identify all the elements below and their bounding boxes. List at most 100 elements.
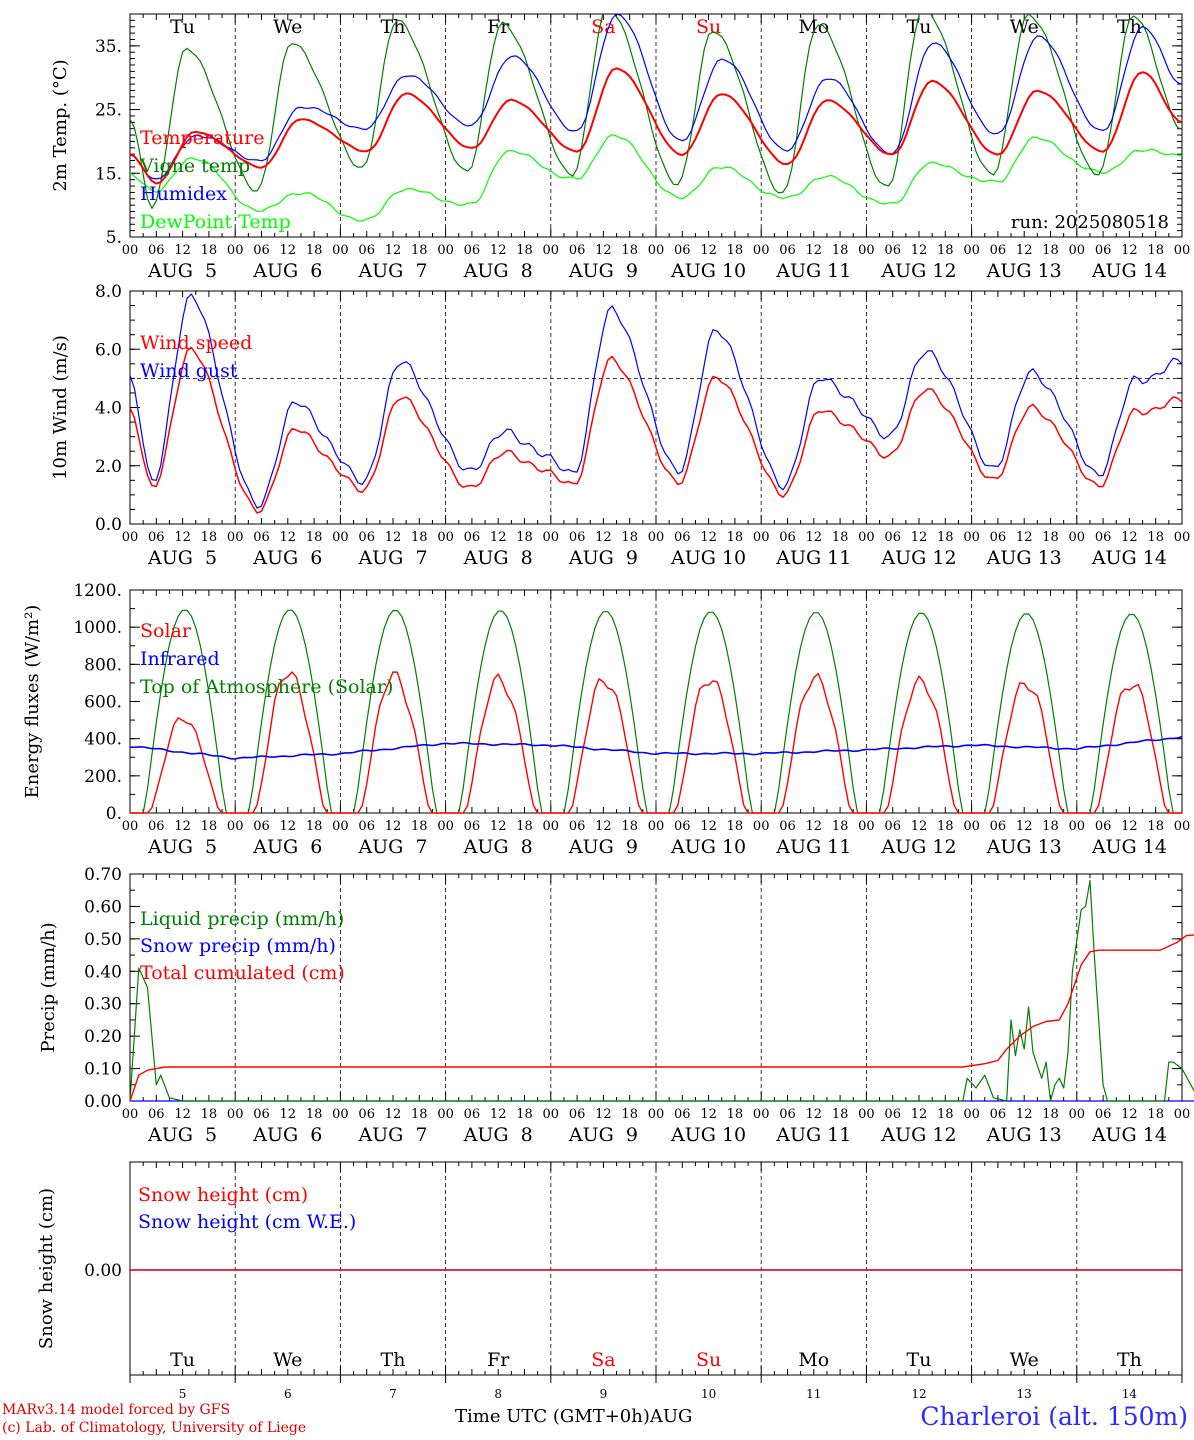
hour-tick-label: 12 bbox=[385, 819, 402, 834]
hour-tick-label: 00 bbox=[648, 530, 665, 545]
day-label: AUG 7 bbox=[357, 1124, 427, 1146]
hour-tick-label: 00 bbox=[122, 819, 139, 834]
hour-tick-label: 18 bbox=[1147, 530, 1164, 545]
legend-solar: Solar bbox=[140, 620, 192, 642]
hour-tick-label: 00 bbox=[963, 819, 980, 834]
hour-tick-label: 06 bbox=[358, 530, 375, 545]
hour-tick-label: 18 bbox=[832, 1107, 849, 1122]
hour-tick-label: 00 bbox=[437, 530, 454, 545]
hour-tick-label: 06 bbox=[148, 1107, 165, 1122]
y-tick-label: 0.70 bbox=[84, 865, 122, 885]
legend-temperature: Temperature bbox=[140, 127, 264, 149]
hour-tick-label: 00 bbox=[227, 1107, 244, 1122]
weekday-label: Tu bbox=[907, 16, 932, 38]
day-label: AUG 5 bbox=[147, 836, 217, 858]
hour-tick-label: 18 bbox=[516, 1107, 533, 1122]
day-label: AUG 8 bbox=[463, 1124, 533, 1146]
hour-tick-label: 00 bbox=[1174, 819, 1191, 834]
hour-tick-label: 12 bbox=[1016, 530, 1033, 545]
hour-tick-label: 12 bbox=[490, 530, 507, 545]
hour-tick-label: 12 bbox=[280, 1107, 297, 1122]
y-tick-label: 5. bbox=[106, 228, 122, 248]
day-number-label: 6 bbox=[284, 1387, 292, 1401]
hour-tick-label: 06 bbox=[253, 819, 270, 834]
hour-tick-label: 12 bbox=[911, 243, 928, 258]
series-infrared bbox=[129, 735, 1183, 760]
weekday-label: Mo bbox=[798, 16, 829, 38]
legend-snow-precip-mm-h: Snow precip (mm/h) bbox=[140, 935, 336, 957]
y-tick-label: 0.00 bbox=[84, 1261, 122, 1281]
day-label: AUG 13 bbox=[986, 547, 1062, 569]
hour-tick-label: 00 bbox=[1069, 819, 1086, 834]
weekday-label: We bbox=[1010, 16, 1039, 38]
hour-tick-label: 18 bbox=[832, 530, 849, 545]
y-axis-label: 2m Temp. (°C) bbox=[50, 59, 71, 191]
hour-tick-label: 00 bbox=[963, 1107, 980, 1122]
hour-tick-label: 12 bbox=[385, 1107, 402, 1122]
hour-tick-label: 06 bbox=[358, 243, 375, 258]
hour-tick-label: 18 bbox=[411, 530, 428, 545]
hour-tick-label: 18 bbox=[1042, 819, 1059, 834]
day-label: AUG 6 bbox=[252, 260, 322, 282]
series-humidex bbox=[130, 14, 1182, 180]
day-label: AUG 10 bbox=[670, 547, 746, 569]
day-number-label: 12 bbox=[911, 1387, 926, 1401]
weekday-label: We bbox=[273, 1349, 302, 1371]
series-wind-speed bbox=[129, 346, 1183, 514]
hour-tick-label: 00 bbox=[227, 243, 244, 258]
hour-tick-label: 06 bbox=[884, 243, 901, 258]
hour-tick-label: 00 bbox=[648, 819, 665, 834]
y-tick-label: 1200. bbox=[73, 581, 122, 601]
day-label: AUG 9 bbox=[568, 260, 638, 282]
day-label: AUG 11 bbox=[775, 547, 851, 569]
hour-tick-label: 18 bbox=[201, 819, 218, 834]
weekday-label: Tu bbox=[907, 1349, 932, 1371]
y-axis-label: Precip (mm/h) bbox=[38, 922, 59, 1052]
panel-precip: 0.00 0.10 0.20 0.30 0.40 0.50 0.60 0.70 Precip (… bbox=[38, 865, 1194, 1146]
hour-tick-label: 06 bbox=[464, 819, 481, 834]
hour-tick-label: 18 bbox=[937, 530, 954, 545]
hour-tick-label: 00 bbox=[1174, 530, 1191, 545]
hour-tick-label: 18 bbox=[516, 819, 533, 834]
y-tick-label: 6.0 bbox=[95, 340, 122, 360]
hour-tick-label: 00 bbox=[122, 530, 139, 545]
day-label: AUG 10 bbox=[670, 1124, 746, 1146]
y-tick-label: 25. bbox=[95, 101, 122, 121]
day-number-label: 10 bbox=[701, 1387, 716, 1401]
hour-tick-label: 06 bbox=[464, 1107, 481, 1122]
hour-tick-label: 06 bbox=[569, 1107, 586, 1122]
hour-tick-label: 12 bbox=[1121, 819, 1138, 834]
hour-tick-label: 18 bbox=[516, 530, 533, 545]
hour-tick-label: 12 bbox=[806, 819, 823, 834]
day-label: AUG 8 bbox=[463, 260, 533, 282]
hour-tick-label: 06 bbox=[148, 243, 165, 258]
weekday-label: Th bbox=[1117, 16, 1142, 38]
hour-tick-label: 12 bbox=[1016, 1107, 1033, 1122]
hour-tick-label: 00 bbox=[1069, 530, 1086, 545]
hour-tick-label: 12 bbox=[806, 243, 823, 258]
y-tick-label: 800. bbox=[84, 655, 122, 675]
weekday-label: Su bbox=[696, 1349, 721, 1371]
hour-tick-label: 12 bbox=[700, 819, 717, 834]
hour-tick-label: 18 bbox=[937, 819, 954, 834]
hour-tick-label: 06 bbox=[779, 819, 796, 834]
hour-tick-label: 06 bbox=[990, 819, 1007, 834]
day-number-label: 13 bbox=[1017, 1387, 1032, 1401]
day-label: AUG 8 bbox=[463, 836, 533, 858]
day-label: AUG 11 bbox=[775, 836, 851, 858]
hour-tick-label: 06 bbox=[884, 530, 901, 545]
hour-tick-label: 06 bbox=[1095, 819, 1112, 834]
hour-tick-label: 00 bbox=[753, 243, 770, 258]
day-label: AUG 10 bbox=[670, 836, 746, 858]
hour-tick-label: 18 bbox=[306, 1107, 323, 1122]
hour-tick-label: 00 bbox=[963, 530, 980, 545]
hour-tick-label: 12 bbox=[911, 1107, 928, 1122]
hour-tick-label: 18 bbox=[937, 243, 954, 258]
hour-tick-label: 12 bbox=[280, 243, 297, 258]
day-number-label: 14 bbox=[1122, 1387, 1138, 1401]
day-number-label: 11 bbox=[806, 1387, 821, 1401]
hour-tick-label: 00 bbox=[753, 530, 770, 545]
hour-tick-label: 06 bbox=[674, 819, 691, 834]
hour-tick-label: 12 bbox=[174, 243, 191, 258]
